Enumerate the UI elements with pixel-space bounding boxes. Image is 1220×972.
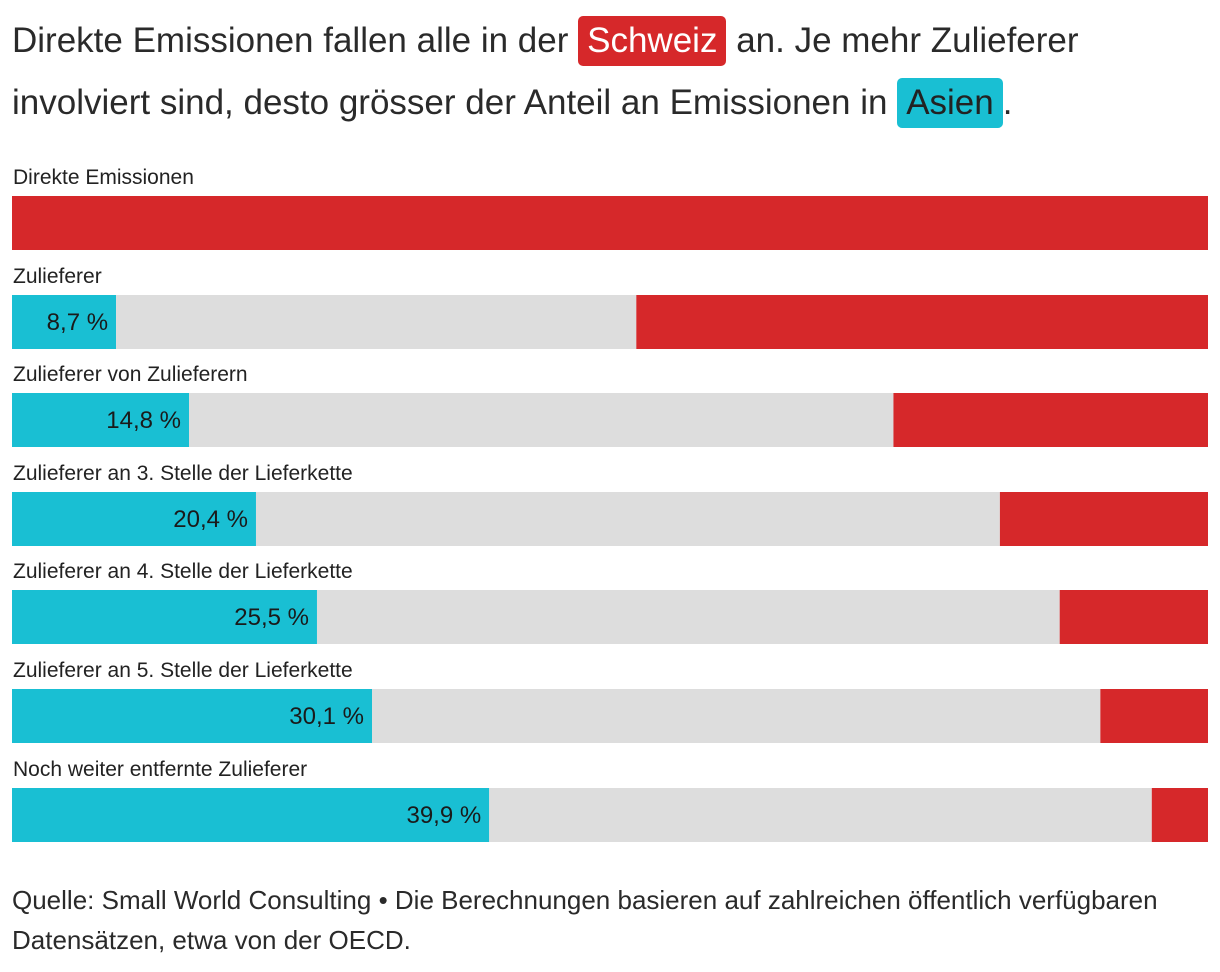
title-text-3: . bbox=[1002, 83, 1013, 122]
data-label: 20,4 % bbox=[173, 506, 248, 533]
data-label: 8,7 % bbox=[47, 309, 108, 336]
data-label: 25,5 % bbox=[234, 604, 309, 631]
chart-title: Direkte Emissionen fallen alle in der Sc… bbox=[12, 10, 1208, 134]
highlight-asia: Asien bbox=[897, 78, 1003, 128]
bar-segment-brige bbox=[372, 689, 1101, 743]
data-label: 14,8 % bbox=[106, 407, 181, 434]
title-text-1: Direkte Emissionen fallen alle in der bbox=[12, 21, 569, 60]
stacked-bar-chart: Direkte Emissionen Zulieferer 8,7 % Zuliefe… bbox=[12, 166, 1208, 842]
category-label: Zulieferer bbox=[13, 265, 102, 288]
bar-segment-asien bbox=[12, 393, 190, 447]
bar-segment-schweiz bbox=[1059, 590, 1208, 644]
title-text-2: an. Je mehr Zulieferer involviert sind, … bbox=[12, 21, 1079, 122]
bar-segment-asien bbox=[12, 295, 117, 349]
highlight-switzerland: Schweiz bbox=[578, 16, 727, 66]
bar-segment-asien bbox=[12, 788, 490, 842]
bar-segment-schweiz bbox=[1151, 788, 1208, 842]
data-label: 30,1 % bbox=[289, 703, 364, 730]
category-label: Zulieferer an 4. Stelle der Lieferkette bbox=[13, 560, 353, 583]
bar-segment-brige bbox=[255, 492, 1000, 546]
bar-segment-schweiz bbox=[999, 492, 1208, 546]
bar-segment-schweiz bbox=[636, 295, 1208, 349]
bar-segment-schweiz bbox=[12, 196, 1208, 250]
bar-segment-asien bbox=[12, 689, 372, 743]
bar-segment-brige bbox=[189, 393, 894, 447]
bar-segment-asien bbox=[12, 492, 256, 546]
bar-segment-schweiz bbox=[1100, 689, 1208, 743]
category-label: Zulieferer an 5. Stelle der Lieferkette bbox=[13, 659, 353, 682]
bar-segment-schweiz bbox=[893, 393, 1208, 447]
source-note: Quelle: Small World Consulting • Die Ber… bbox=[12, 885, 1158, 955]
bar-segment-brige bbox=[116, 295, 637, 349]
bar-segment-brige bbox=[316, 590, 1060, 644]
bar-segment-asien bbox=[12, 590, 317, 644]
category-label: Zulieferer an 3. Stelle der Lieferkette bbox=[13, 462, 353, 485]
data-label: 39,9 % bbox=[406, 802, 481, 829]
category-label: Direkte Emissionen bbox=[13, 166, 194, 189]
category-label: Noch weiter entfernte Zulieferer bbox=[13, 758, 307, 781]
category-label: Zulieferer von Zulieferern bbox=[13, 363, 248, 386]
bar-segment-brige bbox=[489, 788, 1152, 842]
